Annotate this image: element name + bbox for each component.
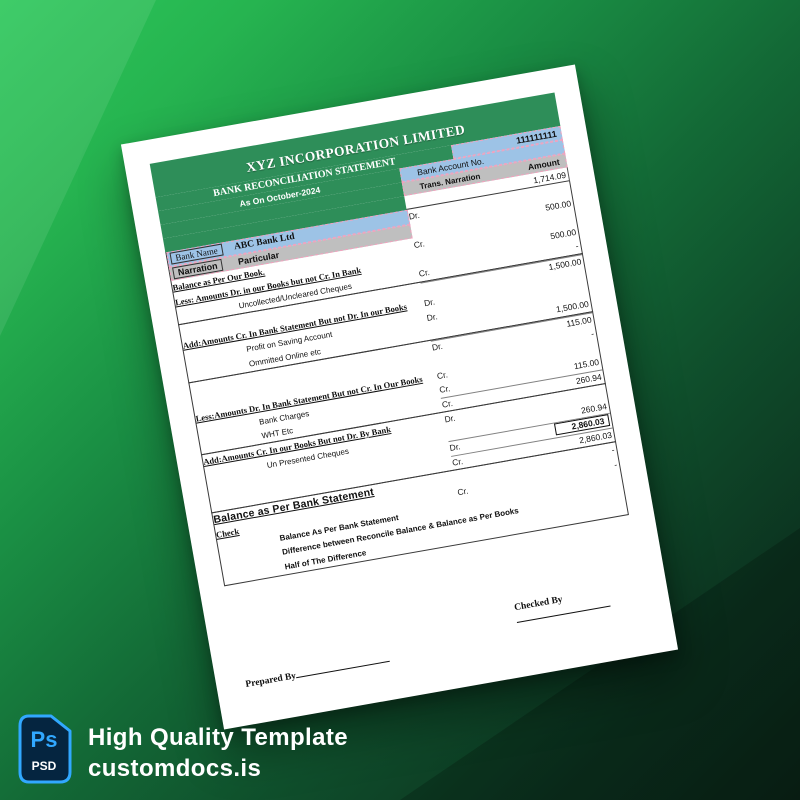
promo-caption: High Quality Template customdocs.is <box>88 722 348 784</box>
prepared-by-signature: Prepared By <box>244 651 390 691</box>
reconciliation-sheet: XYZ INCORPORATION LIMITED BANK RECONCILI… <box>120 64 679 730</box>
row-amount-value: - <box>590 328 595 339</box>
ps-glyph: Ps <box>31 727 58 752</box>
psd-glyph: PSD <box>32 759 57 773</box>
promo-line-1: High Quality Template <box>88 724 348 751</box>
photoshop-psd-icon: Ps PSD <box>18 714 72 784</box>
row-drcr-marker <box>429 322 486 332</box>
prepared-by-line <box>294 651 390 679</box>
psd-file-icon: Ps PSD <box>18 714 72 784</box>
row-amount-value: - <box>613 459 618 470</box>
sheet-content: XYZ INCORPORATION LIMITED BANK RECONCILI… <box>149 92 629 690</box>
prepared-by-label: Prepared By <box>244 671 297 691</box>
checked-by-signature: Checked By <box>514 581 645 626</box>
row-drcr-marker <box>465 525 522 535</box>
row-amount-value: 260.94 <box>575 371 603 386</box>
reconciliation-table: Bank Name ABC Bank Ltd Dr. Narration Parti… <box>165 180 629 586</box>
promo-line-2: customdocs.is <box>88 755 262 782</box>
row-amount-value: - <box>610 444 616 456</box>
row-amount-value: - <box>574 240 580 252</box>
